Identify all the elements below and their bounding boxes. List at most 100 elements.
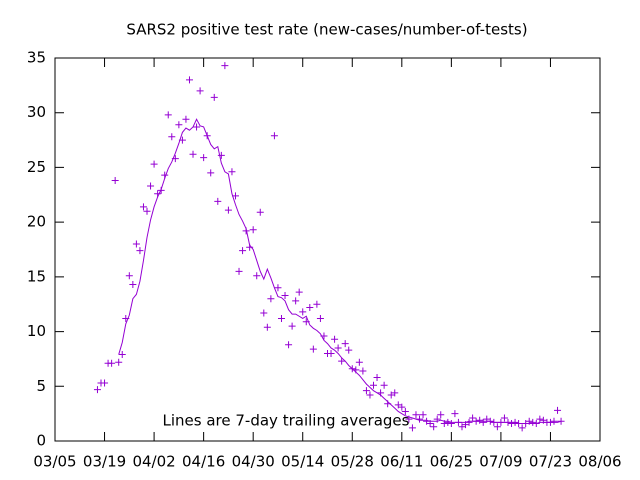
data-point: [554, 406, 562, 414]
y-tick-label: 10: [27, 322, 46, 340]
data-point: [267, 295, 275, 303]
data-point: [196, 87, 204, 95]
x-tick-label: 04/02: [132, 453, 175, 471]
data-point: [451, 410, 459, 418]
data-point: [281, 291, 289, 299]
data-point: [345, 346, 353, 354]
data-point: [338, 357, 346, 365]
data-point: [437, 411, 445, 419]
x-tick-label: 06/25: [430, 453, 473, 471]
data-point: [175, 121, 183, 129]
x-tick-label: 05/28: [331, 453, 374, 471]
data-point: [292, 297, 300, 305]
data-point: [200, 154, 208, 162]
data-point: [263, 323, 271, 331]
data-point: [391, 389, 399, 397]
data-point: [518, 424, 526, 432]
data-point: [136, 247, 144, 255]
data-point: [274, 284, 282, 292]
data-point: [341, 340, 349, 348]
data-point: [327, 349, 335, 357]
data-point: [118, 351, 126, 359]
data-point: [447, 419, 455, 427]
data-point: [408, 424, 416, 432]
data-point: [370, 381, 378, 389]
data-point: [476, 416, 484, 424]
data-point: [362, 387, 370, 395]
x-tick-label: 03/05: [33, 453, 76, 471]
data-point: [132, 240, 140, 248]
data-point: [469, 414, 477, 422]
data-point: [536, 415, 544, 423]
data-point: [182, 115, 190, 123]
data-point: [295, 288, 303, 296]
data-point: [253, 272, 261, 280]
y-tick-label: 30: [27, 103, 46, 121]
data-point: [101, 379, 109, 387]
data-point: [359, 367, 367, 375]
data-point: [430, 423, 438, 431]
data-point: [493, 423, 501, 431]
data-point: [256, 208, 264, 216]
data-point: [147, 182, 155, 190]
data-point: [168, 133, 176, 141]
x-tick-label: 08/06: [578, 453, 621, 471]
y-tick-label: 25: [27, 158, 46, 176]
data-point: [419, 411, 427, 419]
data-point: [479, 418, 487, 426]
data-point: [214, 197, 222, 205]
data-point: [500, 414, 508, 422]
data-point: [150, 160, 158, 168]
x-tick-label: 04/30: [232, 453, 275, 471]
x-tick-label: 05/14: [281, 453, 324, 471]
data-point: [207, 169, 215, 177]
x-tick-label: 04/16: [182, 453, 225, 471]
data-point: [235, 267, 243, 275]
data-point: [394, 401, 402, 409]
data-point: [387, 391, 395, 399]
data-point: [316, 314, 324, 322]
data-point: [143, 207, 151, 215]
data-point: [313, 300, 321, 308]
y-tick-label: 35: [27, 49, 46, 67]
data-point: [529, 418, 537, 426]
data-point: [277, 314, 285, 322]
x-tick-label: 07/23: [529, 453, 572, 471]
data-point: [239, 247, 247, 255]
data-point: [249, 226, 257, 234]
plot-border: [54, 57, 601, 442]
data-point: [398, 403, 406, 411]
data-point: [185, 76, 193, 84]
data-point: [458, 423, 466, 431]
data-point: [125, 272, 133, 280]
data-point: [111, 177, 119, 185]
data-point: [217, 151, 225, 159]
data-point: [189, 150, 197, 158]
y-tick-label: 0: [36, 432, 46, 450]
average-line: [118, 118, 562, 424]
data-point: [380, 381, 388, 389]
data-point: [228, 168, 236, 176]
data-point: [401, 407, 409, 415]
data-point: [334, 344, 342, 352]
x-tick-label: 07/09: [479, 453, 522, 471]
data-point: [412, 411, 420, 419]
data-point: [331, 335, 339, 343]
y-tick-label: 15: [27, 267, 46, 285]
data-point: [108, 359, 116, 367]
data-point: [366, 391, 374, 399]
y-tick-label: 5: [36, 377, 46, 395]
data-point: [221, 62, 229, 70]
data-point: [139, 203, 147, 211]
data-point: [260, 309, 268, 317]
data-point: [373, 374, 381, 382]
data-point: [299, 308, 307, 316]
data-point: [224, 206, 232, 214]
data-point: [550, 417, 558, 425]
data-point: [193, 123, 201, 131]
data-point: [129, 281, 137, 289]
data-point: [285, 341, 293, 349]
data-point: [309, 345, 317, 353]
data-point: [306, 303, 314, 311]
